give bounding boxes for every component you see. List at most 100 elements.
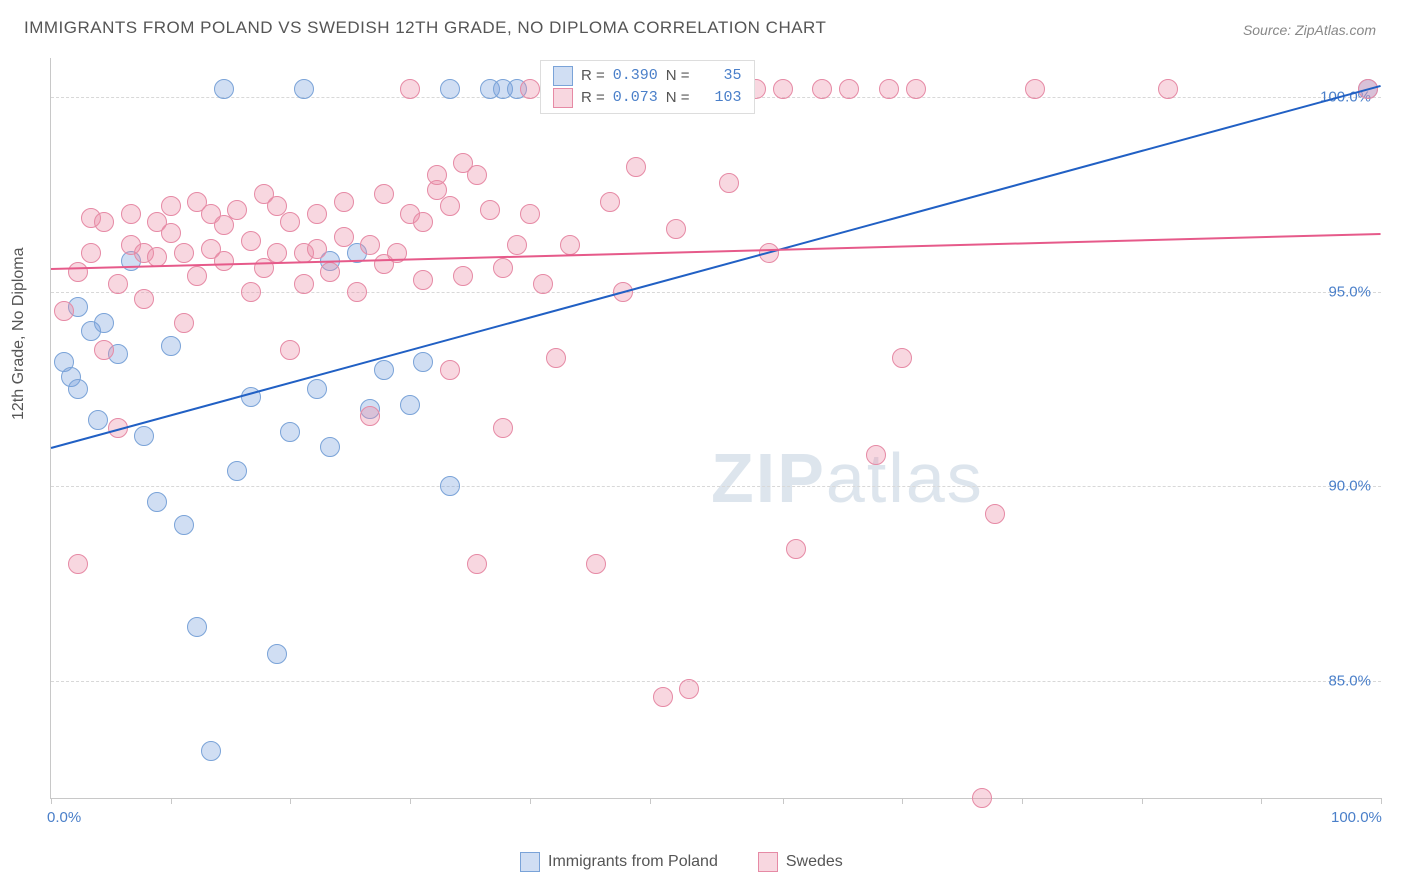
data-point <box>427 165 447 185</box>
n-value-swedes: 103 <box>698 87 742 109</box>
x-tick-mark <box>1261 798 1262 804</box>
n-label: N = <box>666 87 690 109</box>
data-point <box>227 200 247 220</box>
data-point <box>267 644 287 664</box>
x-tick-mark <box>290 798 291 804</box>
data-point <box>626 157 646 177</box>
data-point <box>453 266 473 286</box>
data-point <box>280 212 300 232</box>
data-point <box>493 258 513 278</box>
data-point <box>586 554 606 574</box>
watermark-zip: ZIP <box>711 439 826 517</box>
data-point <box>94 313 114 333</box>
data-point <box>374 360 394 380</box>
data-point <box>467 554 487 574</box>
data-point <box>786 539 806 559</box>
data-point <box>360 406 380 426</box>
correlation-legend: R = 0.390 N = 35 R = 0.073 N = 103 <box>540 60 755 114</box>
r-value-swedes: 0.073 <box>613 87 658 109</box>
data-point <box>320 262 340 282</box>
data-point <box>1025 79 1045 99</box>
data-point <box>161 196 181 216</box>
data-point <box>839 79 859 99</box>
data-point <box>879 79 899 99</box>
watermark-atlas: atlas <box>826 439 984 517</box>
data-point <box>546 348 566 368</box>
data-point <box>280 340 300 360</box>
data-point <box>413 352 433 372</box>
x-tick-label: 0.0% <box>47 809 81 826</box>
data-point <box>347 282 367 302</box>
x-tick-mark <box>1022 798 1023 804</box>
data-point <box>320 437 340 457</box>
y-tick-label: 85.0% <box>1328 673 1371 690</box>
data-point <box>773 79 793 99</box>
data-point <box>440 79 460 99</box>
data-point <box>493 418 513 438</box>
legend-label-poland: Immigrants from Poland <box>548 853 718 871</box>
data-point <box>334 192 354 212</box>
data-point <box>294 79 314 99</box>
y-tick-label: 90.0% <box>1328 478 1371 495</box>
data-point <box>307 204 327 224</box>
x-tick-mark <box>410 798 411 804</box>
r-label: R = <box>581 87 605 109</box>
x-tick-mark <box>1381 798 1382 804</box>
data-point <box>147 247 167 267</box>
data-point <box>374 184 394 204</box>
data-point <box>906 79 926 99</box>
data-point <box>600 192 620 212</box>
x-tick-mark <box>1142 798 1143 804</box>
x-tick-mark <box>171 798 172 804</box>
series-legend: Immigrants from Poland Swedes <box>520 852 843 872</box>
data-point <box>214 79 234 99</box>
data-point <box>68 262 88 282</box>
data-point <box>520 204 540 224</box>
data-point <box>360 235 380 255</box>
data-point <box>440 476 460 496</box>
data-point <box>161 336 181 356</box>
data-point <box>520 79 540 99</box>
x-tick-mark <box>783 798 784 804</box>
data-point <box>294 274 314 294</box>
data-point <box>866 445 886 465</box>
x-tick-mark <box>51 798 52 804</box>
data-point <box>560 235 580 255</box>
y-tick-label: 95.0% <box>1328 283 1371 300</box>
data-point <box>892 348 912 368</box>
data-point <box>187 266 207 286</box>
data-point <box>88 410 108 430</box>
n-label: N = <box>666 65 690 87</box>
data-point <box>280 422 300 442</box>
data-point <box>214 215 234 235</box>
x-tick-label: 100.0% <box>1331 809 1382 826</box>
data-point <box>174 243 194 263</box>
data-point <box>812 79 832 99</box>
r-value-poland: 0.390 <box>613 65 658 87</box>
data-point <box>467 165 487 185</box>
data-point <box>533 274 553 294</box>
data-point <box>985 504 1005 524</box>
data-point <box>227 461 247 481</box>
data-point <box>241 231 261 251</box>
data-point <box>413 270 433 290</box>
data-point <box>81 243 101 263</box>
data-point <box>201 741 221 761</box>
data-point <box>94 212 114 232</box>
data-point <box>174 313 194 333</box>
data-point <box>241 282 261 302</box>
data-point <box>480 200 500 220</box>
data-point <box>94 340 114 360</box>
swatch-poland <box>520 852 540 872</box>
data-point <box>54 301 74 321</box>
legend-row-poland: R = 0.390 N = 35 <box>553 65 742 87</box>
data-point <box>307 379 327 399</box>
data-point <box>187 617 207 637</box>
x-tick-mark <box>530 798 531 804</box>
data-point <box>174 515 194 535</box>
legend-label-swedes: Swedes <box>786 853 843 871</box>
data-point <box>267 243 287 263</box>
x-tick-mark <box>902 798 903 804</box>
swatch-poland <box>553 66 573 86</box>
data-point <box>440 196 460 216</box>
